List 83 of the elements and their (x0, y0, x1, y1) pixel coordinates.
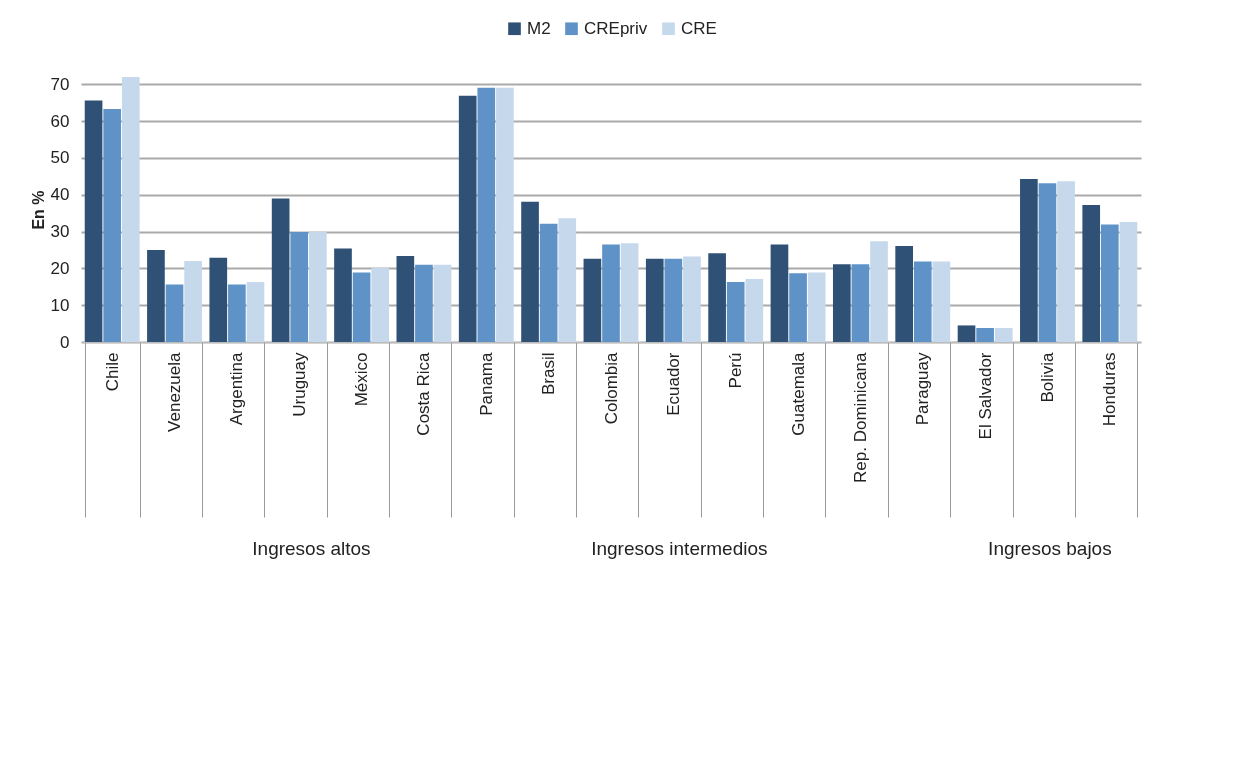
bar (583, 258, 602, 342)
bar (371, 268, 390, 342)
bar (103, 109, 122, 342)
bar (246, 282, 265, 342)
bar (976, 328, 994, 342)
bar (334, 248, 352, 342)
x-tick-label: Chile (102, 352, 122, 392)
x-tick-label: Argentina (227, 351, 247, 426)
bar (708, 253, 726, 342)
bar (895, 245, 913, 342)
y-tick-label: 70 (50, 74, 70, 94)
y-tick-label: 60 (50, 111, 70, 131)
bar (1100, 224, 1119, 342)
bar (932, 261, 951, 342)
bar (683, 256, 701, 342)
bar (309, 231, 327, 342)
bar (602, 244, 620, 342)
x-tick-label: Rep. Dominicana (850, 351, 870, 483)
x-tick-label: Perú (726, 352, 746, 389)
bar (396, 255, 415, 342)
bar (913, 261, 932, 342)
x-tick-label: Venezuela (165, 351, 185, 432)
bar (770, 244, 789, 342)
x-tick-label: Honduras (1100, 352, 1120, 427)
bar (645, 258, 664, 342)
bar (84, 100, 103, 342)
bar (209, 257, 228, 342)
bar (352, 272, 371, 342)
x-tick-label: Uruguay (289, 352, 309, 417)
x-tick-label: Ecuador (663, 352, 683, 416)
y-axis-title: En % (29, 190, 47, 230)
bar (1119, 222, 1138, 342)
x-tick-label: Bolivia (1037, 351, 1057, 403)
bar (558, 218, 577, 342)
bar (271, 198, 290, 342)
bar (433, 264, 452, 342)
bar (789, 273, 807, 342)
y-tick-label: 50 (50, 148, 70, 168)
legend-label: CREpriv (584, 18, 648, 38)
bar (539, 223, 558, 342)
bar (458, 95, 477, 342)
x-tick-label: Paraguay (913, 352, 933, 426)
text: Ingresos altos (252, 538, 371, 560)
bar (745, 279, 764, 342)
bar (121, 77, 140, 342)
y-tick-label: 20 (50, 258, 70, 278)
x-tick-label: Brasil (539, 352, 559, 396)
bar (726, 282, 745, 342)
bar (521, 201, 539, 342)
bar (1057, 181, 1075, 342)
bar (1038, 183, 1057, 342)
bar (832, 264, 851, 342)
bar (184, 261, 202, 342)
bar (1082, 205, 1101, 342)
bar (620, 243, 639, 342)
bar (851, 264, 870, 342)
bar (477, 87, 496, 342)
y-tick-label: 0 (60, 332, 70, 352)
bar (1020, 178, 1038, 342)
x-tick-label: México (352, 352, 372, 407)
x-tick-label: Panama (476, 351, 496, 416)
legend-label: M2 (527, 18, 551, 38)
bar (664, 258, 683, 342)
text: Ingresos intermedios (591, 538, 768, 560)
bar (994, 328, 1013, 342)
x-tick-label: Colombia (601, 351, 621, 425)
bar (147, 249, 165, 342)
bar (807, 272, 826, 342)
bar (228, 284, 246, 342)
text: Ingresos bajos (988, 538, 1112, 560)
bar (415, 264, 433, 342)
y-tick-label: 10 (50, 295, 70, 315)
bar (957, 325, 976, 342)
bar (496, 87, 514, 342)
y-tick-label: 40 (50, 185, 70, 205)
x-tick-label: Costa Rica (414, 351, 434, 436)
x-tick-label: El Salvador (975, 352, 995, 440)
bar (165, 284, 184, 342)
bar (290, 231, 309, 342)
legend-label: CRE (681, 18, 717, 38)
x-tick-label: Guatemala (788, 351, 808, 436)
bar (870, 241, 888, 342)
y-tick-label: 30 (50, 222, 70, 242)
